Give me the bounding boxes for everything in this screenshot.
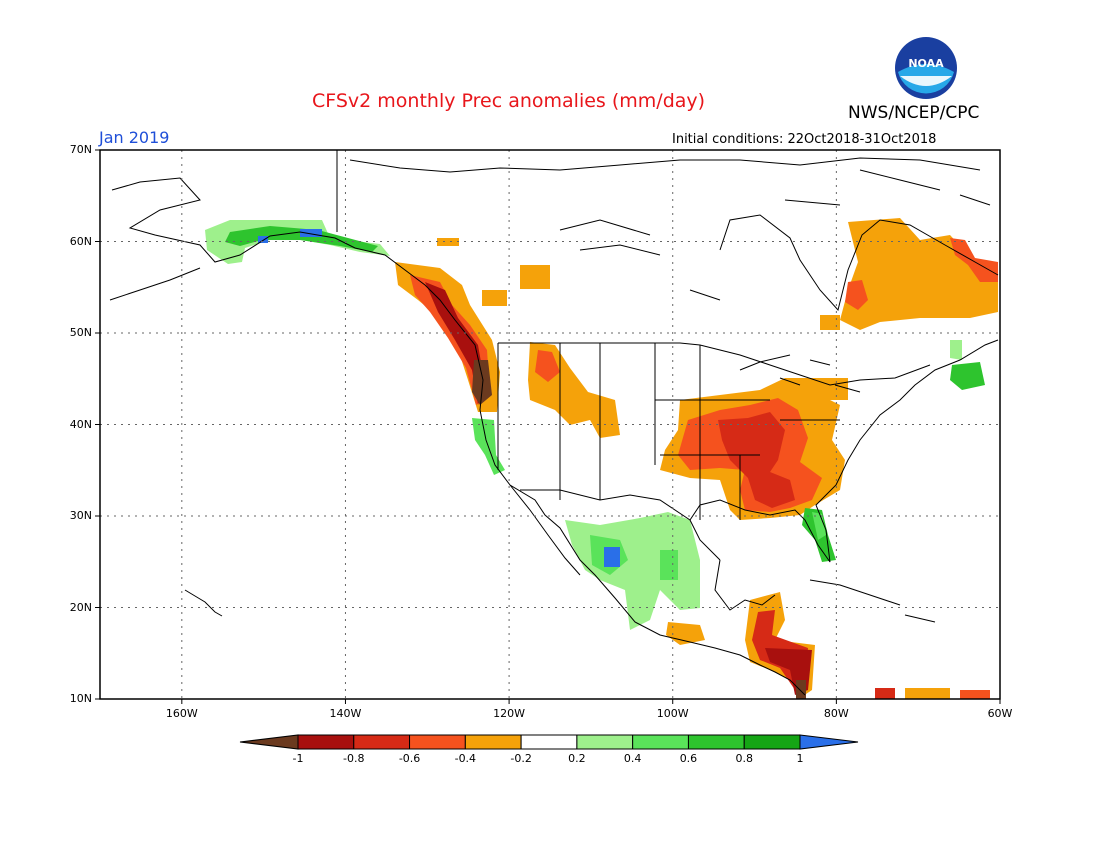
colorbar-label: -0.6	[398, 752, 421, 765]
colorbar-swatch	[743, 734, 801, 750]
border-us-mexico	[520, 489, 691, 521]
colorbar-low-arrow	[239, 734, 299, 750]
coastline-hawaii	[184, 589, 223, 617]
anomaly-oregon-brown	[472, 360, 492, 405]
lat-label: 60N	[69, 234, 92, 248]
colorbar-label: -1	[292, 752, 304, 765]
colorbar-label: 0.6	[679, 752, 698, 765]
anomaly-caribbean-red-2	[960, 690, 990, 699]
colorbar-swatch	[297, 734, 355, 750]
coastline-cuba	[809, 579, 936, 623]
grid-lines	[100, 150, 1000, 699]
initial-conditions: Initial conditions: 22Oct2018-31Oct2018	[672, 132, 937, 147]
anomaly-quebec-red-2	[845, 280, 868, 310]
anomaly-novascotia-green	[950, 362, 985, 390]
anomaly-camerica-brown	[796, 680, 806, 699]
anomaly-idaho-red	[535, 350, 560, 382]
lat-label: 70N	[69, 143, 92, 156]
colorbar-swatch	[464, 734, 522, 750]
axis-ticks	[95, 149, 1001, 704]
lon-label: 60W	[987, 707, 1013, 720]
valid-month: Jan 2019	[99, 128, 170, 147]
anomaly-smexico-orange	[666, 622, 705, 645]
anomaly-field	[205, 218, 998, 699]
colorbar-label: 0.8	[735, 752, 753, 765]
colorbar-swatch	[409, 734, 466, 750]
anomaly-caribbean-red	[875, 688, 895, 699]
lat-label: 50N	[69, 326, 92, 339]
anomaly-canada-orange-2	[520, 265, 550, 289]
anomaly-alaska-blue	[300, 229, 322, 237]
colorbar-high-arrow	[799, 734, 859, 750]
anomaly-mexico-green	[565, 512, 700, 630]
coastline-hudson	[719, 214, 999, 312]
colorbar-swatch	[353, 734, 411, 750]
anomaly-mexico-blue	[604, 547, 620, 567]
colorbar-label: -0.4	[454, 752, 477, 765]
colorbar	[239, 734, 859, 750]
anomaly-labrador-orange	[820, 315, 840, 330]
noaa-logo-icon: NOAA	[895, 37, 957, 99]
lon-label: 140W	[329, 707, 362, 720]
anomaly-ohio-orange	[800, 378, 848, 400]
coastline-arctic	[349, 157, 981, 173]
colorbar-label: 1	[796, 752, 804, 765]
lon-label: 160W	[165, 707, 198, 720]
lat-label: 30N	[69, 509, 92, 522]
colorbar-swatch	[576, 734, 634, 750]
logo-text: NOAA	[908, 57, 944, 70]
lat-label: 10N	[69, 692, 92, 705]
coastline-alaska	[111, 177, 806, 696]
anomaly-alaska-blue-2	[258, 236, 268, 243]
anomaly-novascotia-light	[950, 340, 962, 360]
colorbar-label: 0.2	[568, 752, 586, 765]
anomaly-quebec-red	[950, 238, 998, 282]
lon-label: 120W	[493, 707, 526, 720]
colorbar-label: 0.4	[623, 752, 642, 765]
coastline-baja	[509, 484, 581, 576]
lat-label: 20N	[69, 600, 92, 614]
anomaly-canada-orange-1	[437, 238, 459, 246]
coastline-gulf	[689, 339, 999, 563]
anomaly-central-darkred	[718, 412, 795, 508]
coastline-alaska-west	[109, 267, 201, 301]
anomaly-bc-red	[410, 275, 490, 405]
anomaly-quebec-orange	[840, 218, 998, 330]
anomaly-canada-orange-3	[482, 290, 507, 306]
colorbar-label: -0.2	[510, 752, 532, 765]
anomaly-pnw-darkred	[425, 282, 485, 405]
colorbar-swatch	[632, 734, 689, 750]
agency-label: NWS/NCEP/CPC	[848, 103, 980, 123]
coastline-islands	[559, 169, 991, 301]
lon-label: 80W	[823, 707, 849, 720]
map-title: CFSv2 monthly Prec anomalies (mm/day)	[312, 90, 706, 112]
colorbar-swatch	[520, 734, 578, 750]
lat-label: 40N	[69, 417, 92, 431]
coastline-yucatan	[714, 559, 776, 611]
colorbar-swatch	[687, 734, 745, 750]
colorbar-label: -0.8	[343, 752, 365, 765]
coastlines	[109, 150, 999, 696]
anomaly-alaska-strong	[225, 226, 378, 252]
anomaly-mexico-green-2	[660, 550, 678, 580]
border-states	[497, 343, 840, 520]
anomaly-caribbean-orange	[905, 688, 950, 699]
lon-label: 100W	[656, 707, 689, 720]
anomaly-florida-light	[812, 512, 826, 540]
border-us-canada	[498, 342, 931, 386]
